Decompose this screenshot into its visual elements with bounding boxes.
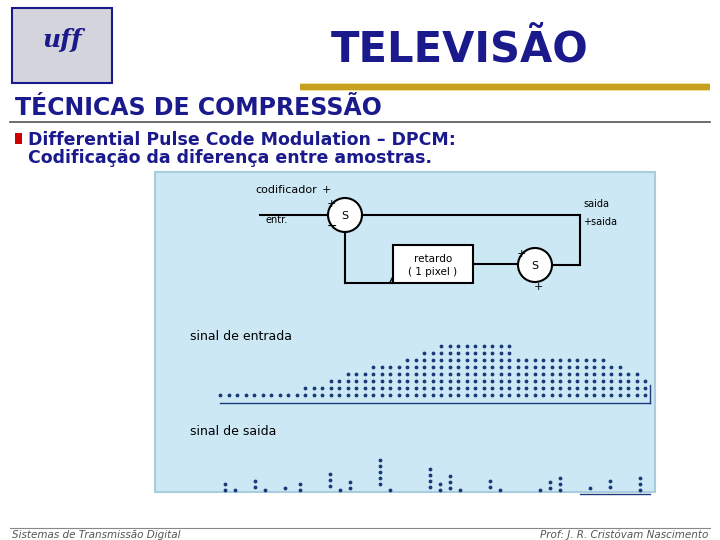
- Text: TELEVISÃO: TELEVISÃO: [331, 29, 589, 71]
- Circle shape: [518, 248, 552, 282]
- Bar: [12, 8, 112, 83]
- Text: saida: saida: [583, 199, 609, 209]
- Circle shape: [328, 198, 362, 232]
- Text: +saida: +saida: [583, 217, 617, 227]
- Text: +: +: [516, 249, 526, 259]
- Bar: [300, 84, 710, 90]
- Text: S: S: [531, 261, 539, 271]
- Text: +: +: [321, 185, 330, 195]
- Bar: [300, 83, 710, 91]
- Text: uff: uff: [42, 28, 82, 51]
- Bar: [393, 245, 473, 283]
- Text: ( 1 pixel ): ( 1 pixel ): [408, 267, 458, 277]
- Text: Prof: J. R. Cristóvam Nascimento: Prof: J. R. Cristóvam Nascimento: [539, 530, 708, 540]
- Bar: [155, 172, 655, 492]
- Text: +: +: [534, 282, 543, 292]
- Text: sinal de saida: sinal de saida: [190, 425, 276, 438]
- Text: +: +: [326, 199, 336, 209]
- Text: retardo: retardo: [414, 254, 452, 264]
- Text: codificador: codificador: [255, 185, 317, 195]
- Text: −: −: [327, 219, 337, 233]
- Text: Sistemas de Transmissão Digital: Sistemas de Transmissão Digital: [12, 530, 181, 540]
- Bar: [15, 133, 22, 144]
- Text: Differential Pulse Code Modulation – DPCM:: Differential Pulse Code Modulation – DPC…: [28, 131, 456, 149]
- Text: TÉCNICAS DE COMPRESSÃO: TÉCNICAS DE COMPRESSÃO: [15, 96, 382, 120]
- Text: entr.: entr.: [265, 215, 287, 225]
- Text: S: S: [341, 211, 348, 221]
- Text: Codificação da diferença entre amostras.: Codificação da diferença entre amostras.: [28, 149, 432, 167]
- Text: sinal de entrada: sinal de entrada: [190, 330, 292, 343]
